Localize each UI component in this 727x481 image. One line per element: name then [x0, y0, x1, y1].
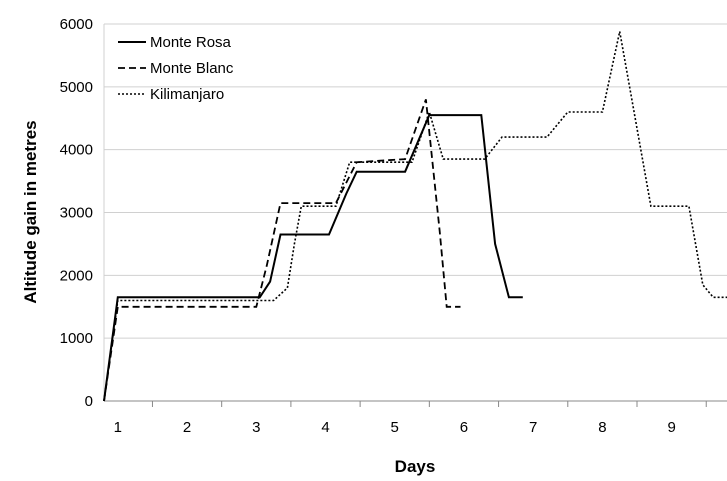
- y-tick-label-1000: 1000: [60, 330, 93, 347]
- x-tick-label-9: 9: [667, 419, 675, 436]
- legend-label-monte-blanc: Monte Blanc: [150, 60, 234, 77]
- x-tick-label-3: 3: [252, 419, 260, 436]
- y-axis-title: Altitude gain in metres: [21, 120, 40, 303]
- series-line-monte-rosa: [103, 114, 523, 402]
- x-tick-label-5: 5: [391, 419, 399, 436]
- series-line-kilimanjaro: [103, 31, 727, 402]
- legend-label-kilimanjaro: Kilimanjaro: [150, 86, 224, 103]
- x-tick-label-4: 4: [321, 419, 329, 436]
- y-tick-label-2000: 2000: [60, 267, 93, 284]
- y-tick-label-3000: 3000: [60, 205, 93, 222]
- x-tick-label-2: 2: [183, 419, 191, 436]
- x-axis-title: Days: [395, 457, 436, 476]
- series-group: [103, 31, 727, 402]
- legend-label-monte-rosa: Monte Rosa: [150, 34, 232, 51]
- axes: 0 1000 2000 3000 4000 5000 6000 1 2 3 4 5 6 7 8 9: [60, 16, 727, 436]
- x-tick-label-7: 7: [529, 419, 537, 436]
- x-tick-label-1: 1: [114, 419, 122, 436]
- y-tick-label-0: 0: [85, 393, 93, 410]
- y-tick-label-4000: 4000: [60, 142, 93, 159]
- y-tick-label-5000: 5000: [60, 79, 93, 96]
- gridlines: [104, 23, 727, 339]
- y-tick-label-6000: 6000: [60, 16, 93, 33]
- legend: Monte Rosa Monte Blanc Kilimanjaro: [118, 34, 234, 103]
- x-tick-label-6: 6: [460, 419, 468, 436]
- series-line-monte-blanc: [103, 99, 461, 402]
- x-tick-label-8: 8: [598, 419, 606, 436]
